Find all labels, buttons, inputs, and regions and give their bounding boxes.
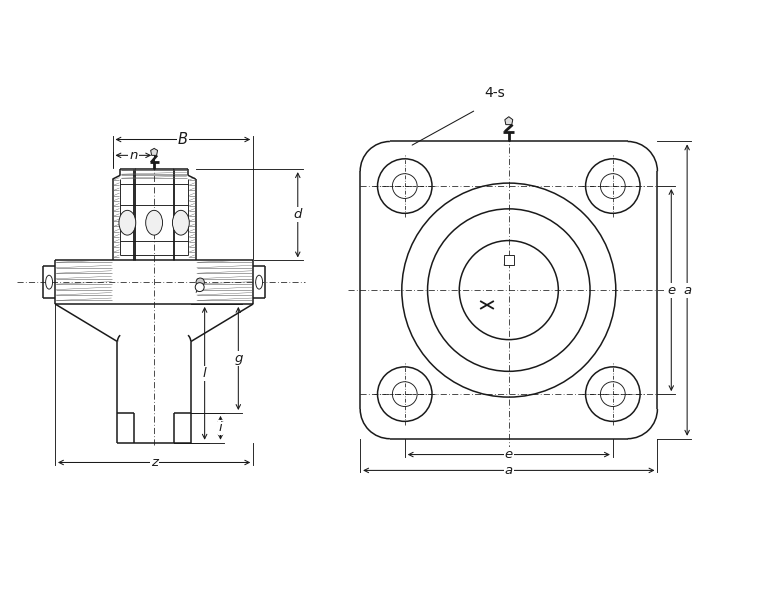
Text: i: i bbox=[218, 421, 222, 434]
Circle shape bbox=[196, 283, 204, 292]
Text: e: e bbox=[667, 284, 675, 296]
Polygon shape bbox=[505, 117, 513, 125]
Text: l: l bbox=[203, 367, 206, 380]
Ellipse shape bbox=[145, 211, 163, 235]
Text: d: d bbox=[294, 208, 302, 221]
Text: B: B bbox=[178, 132, 188, 147]
Text: n: n bbox=[129, 149, 138, 162]
Polygon shape bbox=[151, 148, 158, 155]
Text: e: e bbox=[505, 448, 513, 461]
Ellipse shape bbox=[173, 211, 189, 235]
Text: 4-s: 4-s bbox=[484, 86, 505, 100]
Ellipse shape bbox=[256, 275, 263, 289]
Ellipse shape bbox=[119, 211, 135, 235]
Text: g: g bbox=[234, 352, 243, 365]
Ellipse shape bbox=[46, 275, 53, 289]
Text: a: a bbox=[505, 464, 513, 477]
Text: z: z bbox=[151, 456, 158, 469]
Text: a: a bbox=[683, 284, 691, 296]
Bar bbox=[504, 256, 514, 265]
Circle shape bbox=[196, 278, 205, 286]
